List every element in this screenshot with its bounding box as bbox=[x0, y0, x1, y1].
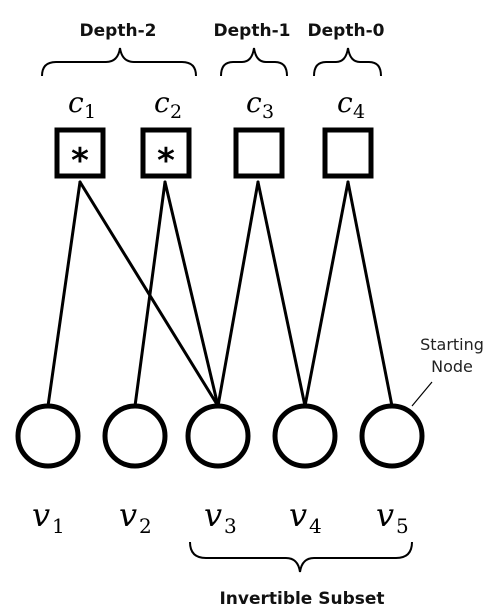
edges bbox=[46, 180, 394, 408]
svg-text:c: c bbox=[154, 86, 170, 119]
depth-0-brace bbox=[313, 47, 382, 77]
depth-1-label: Depth-1 bbox=[214, 21, 291, 41]
edge-c3-v3 bbox=[216, 180, 260, 408]
edge-c3-v4 bbox=[256, 180, 307, 408]
asterisk-mark-c2: * bbox=[156, 141, 176, 181]
variable-node-v5 bbox=[359, 403, 425, 469]
depth-2-brace bbox=[41, 47, 197, 77]
svg-text:c: c bbox=[246, 86, 262, 119]
svg-text:3: 3 bbox=[262, 101, 274, 123]
check-node-label-3: c 3 bbox=[246, 86, 274, 123]
edge-c2-v3 bbox=[163, 180, 220, 408]
variable-node-label-5: v 5 bbox=[376, 496, 409, 538]
variable-node-label-1: v 1 bbox=[32, 496, 65, 538]
edge-c4-v5 bbox=[346, 180, 394, 408]
depth-2-label: Depth-2 bbox=[80, 21, 157, 41]
svg-text:2: 2 bbox=[170, 101, 182, 123]
edge-c1-v1 bbox=[46, 180, 82, 408]
invertible-subset-brace bbox=[189, 541, 413, 573]
svg-text:c: c bbox=[337, 86, 353, 119]
edge-c2-v2 bbox=[133, 180, 167, 408]
svg-text:4: 4 bbox=[309, 514, 322, 538]
check-node-c2 bbox=[140, 127, 192, 179]
svg-text:5: 5 bbox=[396, 514, 409, 538]
variable-node-label-4: v 4 bbox=[289, 496, 322, 538]
svg-text:v: v bbox=[289, 496, 307, 534]
svg-text:4: 4 bbox=[353, 101, 365, 123]
check-node-label-2: c 2 bbox=[154, 86, 182, 123]
check-node-label-1: c 1 bbox=[68, 86, 96, 123]
variable-node-v1 bbox=[15, 403, 81, 469]
check-node-label-4: c 4 bbox=[337, 86, 365, 123]
invertible-subset-label: Invertible Subset bbox=[219, 589, 384, 609]
svg-text:v: v bbox=[119, 496, 137, 534]
depth-0-label: Depth-0 bbox=[308, 21, 385, 41]
edge-c4-v4 bbox=[303, 180, 350, 408]
check-node-c4 bbox=[322, 127, 374, 179]
svg-text:1: 1 bbox=[84, 101, 96, 123]
variable-node-v4 bbox=[272, 403, 338, 469]
asterisk-mark-c1: * bbox=[70, 141, 90, 181]
svg-text:2: 2 bbox=[139, 514, 152, 538]
starting-node-label-line2: Node bbox=[431, 357, 473, 376]
depth-1-brace bbox=[220, 47, 288, 77]
variable-node-v2 bbox=[102, 403, 168, 469]
svg-text:c: c bbox=[68, 86, 84, 119]
check-node-c3 bbox=[233, 127, 285, 179]
starting-node-pointer bbox=[411, 381, 433, 407]
svg-text:v: v bbox=[376, 496, 394, 534]
svg-text:1: 1 bbox=[52, 514, 65, 538]
starting-node-label-line1: Starting bbox=[420, 335, 484, 354]
svg-text:v: v bbox=[32, 496, 50, 534]
variable-node-label-3: v 3 bbox=[204, 496, 237, 538]
variable-node-label-2: v 2 bbox=[119, 496, 152, 538]
check-node-c1 bbox=[54, 127, 106, 179]
svg-text:v: v bbox=[204, 496, 222, 534]
svg-text:3: 3 bbox=[224, 514, 237, 538]
variable-node-v3 bbox=[185, 403, 251, 469]
